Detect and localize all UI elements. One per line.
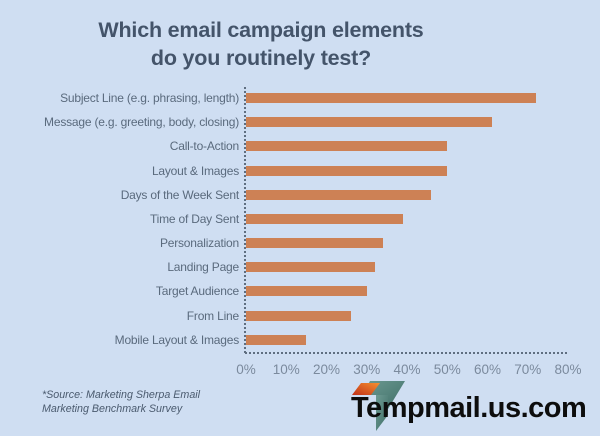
x-axis-tick-labels: 0% 10% 20% 30% 40% 50% 60% 70% 80%: [236, 362, 581, 380]
x-axis-tick: 80%: [554, 362, 582, 377]
bar: [246, 141, 448, 152]
tempmail-logo: Tempmail.us.com: [348, 377, 600, 436]
x-axis-tick: 20%: [312, 362, 341, 377]
bar-track: [245, 110, 600, 134]
bar-chart: Subject Line (e.g. phrasing, length) Mess…: [0, 86, 600, 352]
chart-row: Time of Day Sent: [0, 207, 600, 231]
bar: [246, 310, 351, 321]
y-axis-dotted-line: [244, 87, 246, 353]
bar-track: [245, 86, 600, 110]
x-axis-dotted-line: [245, 352, 567, 354]
bar: [246, 238, 383, 249]
logo-text: Tempmail.us.com: [351, 392, 587, 424]
chart-title-line1: Which email campaign elements: [98, 18, 424, 42]
chart-row: Message (e.g. greeting, body, closing): [0, 110, 600, 134]
source-note: *Source: Marketing Sherpa Email Marketin…: [42, 389, 200, 416]
x-axis-tick: 50%: [433, 362, 461, 377]
category-label: Personalization: [159, 236, 239, 251]
bar: [246, 334, 307, 345]
tempmail-t-logo-icon: [352, 381, 405, 431]
logo-teal-stem: [376, 395, 388, 431]
x-axis-tick: 0%: [236, 362, 256, 377]
chart-row: From Line: [0, 304, 600, 328]
bar: [246, 93, 536, 104]
category-label: Landing Page: [167, 260, 239, 275]
category-label: Layout & Images: [151, 163, 239, 178]
source-note-line1: *Source: Marketing Sherpa Email: [42, 389, 201, 401]
chart-row: Landing Page: [0, 255, 600, 279]
bar-track: [245, 231, 600, 255]
category-label: From Line: [186, 308, 239, 323]
bar-track: [245, 207, 600, 231]
bar: [246, 286, 367, 297]
bar: [246, 165, 448, 176]
bar-track: [245, 304, 600, 328]
bar-track: [245, 183, 600, 207]
chart-row: Subject Line (e.g. phrasing, length): [0, 86, 600, 110]
category-label: Message (e.g. greeting, body, closing): [44, 115, 239, 130]
category-label: Target Audience: [155, 284, 239, 299]
category-label: Call-to-Action: [169, 139, 239, 154]
bar: [246, 262, 375, 273]
x-axis-tick: 30%: [353, 362, 381, 377]
category-label: Subject Line (e.g. phrasing, length): [60, 91, 239, 106]
chart-row: Target Audience: [0, 279, 600, 303]
x-axis-tick: 60%: [473, 362, 502, 377]
chart-row: Personalization: [0, 231, 600, 255]
bar-track: [245, 279, 600, 303]
bar: [246, 213, 403, 224]
logo-orange-flag: [352, 383, 380, 395]
bar-track: [245, 134, 600, 158]
chart-title-line2: do you routinely test?: [150, 46, 372, 70]
chart-row: Mobile Layout & Images: [0, 328, 600, 352]
x-axis-tick: 70%: [514, 362, 542, 377]
chart-row: Days of the Week Sent: [0, 183, 600, 207]
category-label: Mobile Layout & Images: [114, 332, 240, 347]
bar-track: [245, 328, 600, 352]
category-label: Time of Day Sent: [149, 211, 239, 226]
x-axis-tick: 10%: [272, 362, 300, 377]
x-axis-tick: 40%: [393, 362, 421, 377]
bar: [246, 189, 432, 200]
chart-title: Which email campaign elements do you rou…: [0, 16, 522, 72]
chart-row: Layout & Images: [0, 159, 600, 183]
bar-track: [245, 159, 600, 183]
bar-track: [245, 255, 600, 279]
chart-row: Call-to-Action: [0, 134, 600, 158]
bar: [246, 117, 492, 128]
category-label: Days of the Week Sent: [120, 187, 240, 202]
source-note-line2: Marketing Benchmark Survey: [42, 402, 183, 415]
